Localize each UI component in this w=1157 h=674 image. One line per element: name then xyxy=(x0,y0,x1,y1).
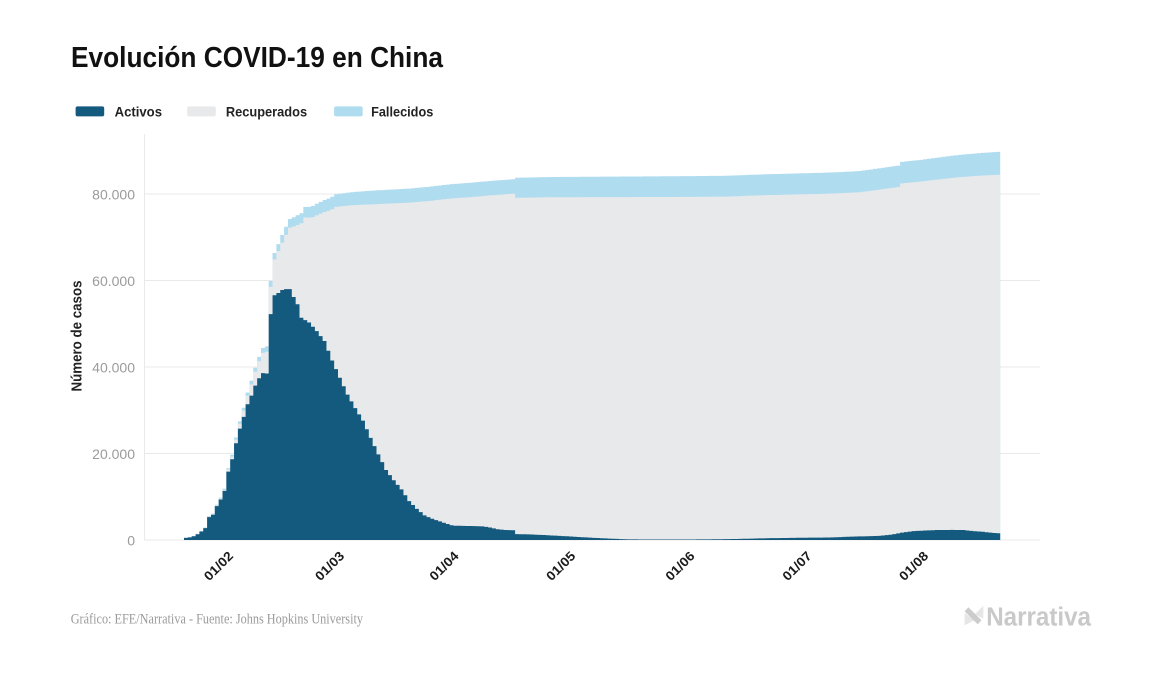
svg-text:80.000: 80.000 xyxy=(92,187,135,203)
svg-text:40.000: 40.000 xyxy=(92,360,135,376)
svg-text:20.000: 20.000 xyxy=(92,446,135,462)
svg-text:0: 0 xyxy=(127,533,135,549)
svg-text:Evolución COVID-19 en China: Evolución COVID-19 en China xyxy=(71,42,444,74)
svg-text:Activos: Activos xyxy=(115,103,163,119)
svg-text:Gráfico: EFE/Narrativa - Fuent: Gráfico: EFE/Narrativa - Fuente: Johns H… xyxy=(71,612,364,628)
svg-text:Fallecidos: Fallecidos xyxy=(371,103,433,119)
svg-text:60.000: 60.000 xyxy=(92,273,135,289)
svg-text:Número de casos: Número de casos xyxy=(69,281,86,392)
svg-text:Recuperados: Recuperados xyxy=(226,103,307,119)
svg-text:Narrativa: Narrativa xyxy=(986,604,1092,632)
